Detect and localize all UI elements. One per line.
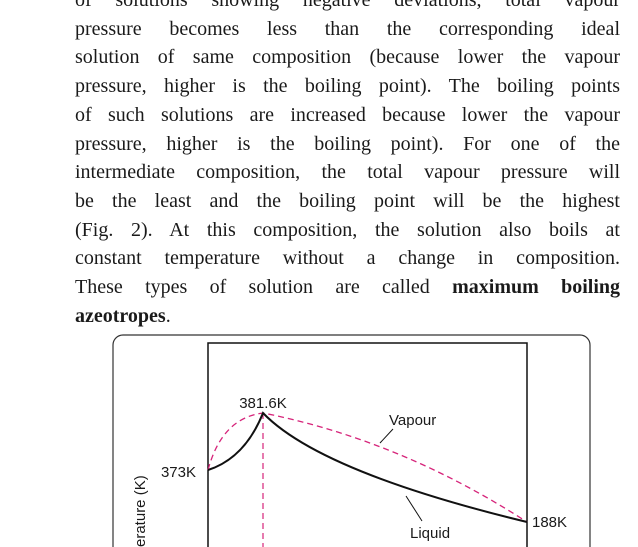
text: of solutions showing negative deviations… (75, 0, 620, 11)
plot-frame (207, 342, 528, 547)
leader-line (379, 428, 394, 444)
text: constant temperature without a change in… (75, 247, 620, 270)
peak-label: 381.6K (239, 395, 287, 412)
text: pressure becomes less than the correspon… (75, 17, 620, 40)
vapour-curve (207, 412, 528, 523)
text: be the least and the boiling point will … (75, 189, 620, 212)
text-line: These types of solution are called maxim… (75, 273, 620, 302)
left-label: 373K (161, 464, 196, 481)
bold-text: maximum boiling (452, 276, 620, 298)
text-line: of such solutions are increased because … (75, 101, 620, 130)
right-label: 188K (532, 514, 567, 531)
text: intermediate composition, the total vapo… (75, 161, 620, 184)
text-line: pressure becomes less than the correspon… (75, 15, 620, 44)
text: solution of same composition (because lo… (75, 46, 620, 69)
liquid-curve (207, 411, 528, 523)
text-line: be the least and the boiling point will … (75, 187, 620, 216)
text-line: pressure, higher is the boiling point). … (75, 72, 620, 101)
text-line: (Fig. 2). At this composition, the solut… (75, 216, 620, 245)
text-line: constant temperature without a change in… (75, 244, 620, 273)
text: of such solutions are increased because … (75, 103, 620, 126)
leader-line (405, 495, 423, 522)
text: pressure, higher is the boiling point). … (75, 75, 620, 98)
text-line: of solutions showing negative deviations… (75, 0, 620, 15)
text: These types of solution are called (75, 276, 453, 298)
vapour-label: Vapour (389, 412, 436, 429)
liquid-label: Liquid (410, 525, 450, 542)
figure-frame (112, 334, 591, 547)
text: (Fig. 2). At this composition, the solut… (75, 218, 620, 241)
text-line: azeotropes. (75, 302, 620, 331)
y-axis-label: erature (K) (132, 475, 149, 547)
text-line: pressure, higher is the boiling point). … (75, 130, 620, 159)
text: . (165, 304, 171, 327)
text-line: intermediate composition, the total vapo… (75, 158, 620, 187)
bold-text: azeotropes (75, 304, 166, 327)
text-line: solution of same composition (because lo… (75, 43, 620, 72)
text: pressure, higher is the boiling point). … (75, 132, 620, 155)
